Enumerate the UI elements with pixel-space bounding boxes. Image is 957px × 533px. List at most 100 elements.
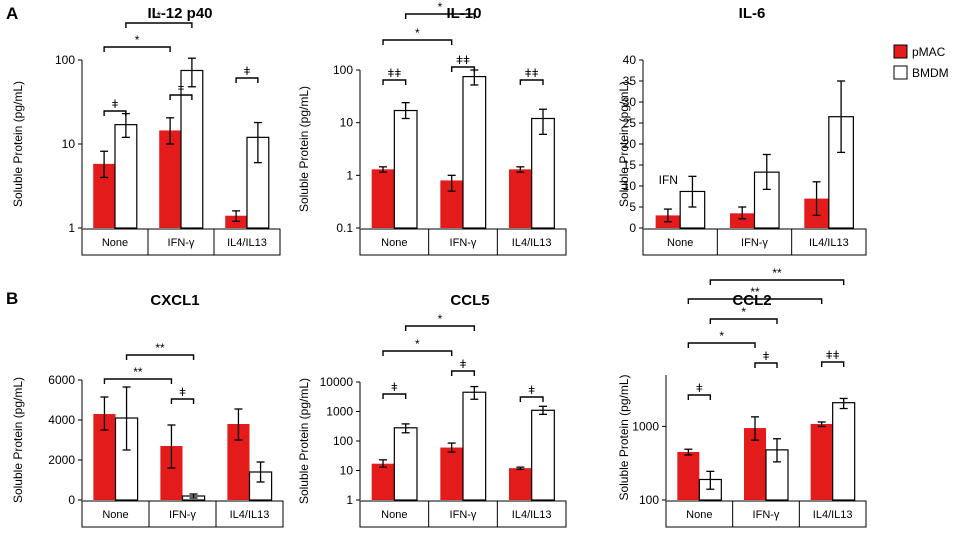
category-label: IL4/IL13	[512, 509, 552, 521]
category-label: None	[667, 237, 693, 249]
significance-bracket	[450, 66, 476, 72]
significance-label: ǂ	[762, 349, 769, 363]
significance-label: ǂ	[177, 81, 184, 95]
bar-pmac	[677, 451, 700, 500]
chart-annotation: IFN	[659, 173, 678, 187]
significance-label: *	[415, 26, 420, 40]
category-label: IFN-γ	[169, 509, 196, 521]
bar-bmdm	[393, 427, 418, 501]
significance-bracket	[125, 354, 195, 360]
significance-label: ǂǂ	[525, 66, 539, 80]
significance-label: ǂǂ	[456, 53, 470, 67]
significance-label: *	[438, 0, 443, 14]
y-tick-label: 6000	[48, 373, 75, 387]
bar-pmac	[93, 163, 115, 228]
panel-label-b: B	[6, 289, 18, 308]
y-tick-label: 10	[623, 179, 637, 193]
category-label: IFN-γ	[753, 509, 780, 521]
bar-bmdm	[462, 75, 487, 229]
significance-label: ǂ	[111, 97, 118, 111]
bar-pmac	[440, 180, 463, 228]
bar-pmac	[729, 213, 755, 228]
significance-bracket	[382, 39, 453, 45]
significance-bracket	[687, 394, 712, 400]
y-tick-label: 35	[623, 74, 637, 88]
panel-label-a: A	[6, 4, 18, 23]
significance-bracket	[125, 22, 193, 28]
y-axis-label: Soluble Protein (pg/mL)	[297, 378, 311, 504]
category-table	[359, 500, 567, 528]
significance-bracket	[709, 279, 845, 285]
category-label: IFN-γ	[741, 237, 768, 249]
bar-bmdm	[832, 402, 856, 501]
significance-label: **	[772, 266, 782, 280]
significance-bracket	[170, 398, 195, 404]
bar-pmac	[371, 463, 395, 500]
y-tick-label: 1	[346, 493, 353, 507]
category-label: IL4/IL13	[809, 237, 849, 249]
y-tick-label: 5	[629, 200, 636, 214]
significance-bracket	[382, 350, 453, 356]
y-tick-label: 10	[62, 137, 76, 151]
bar-pmac	[159, 130, 181, 228]
y-axis-label: Soluble Protein (pg/mL)	[617, 81, 631, 207]
y-tick-label: 100	[333, 63, 353, 77]
category-table	[81, 228, 281, 256]
category-label: None	[381, 509, 407, 521]
y-axis-label: Soluble Protein (pg/mL)	[297, 86, 311, 212]
significance-bracket	[169, 94, 193, 100]
y-tick-label: 100	[639, 493, 659, 507]
legend-swatch-pmac	[893, 44, 908, 59]
category-label: IL4/IL13	[227, 237, 267, 249]
chart-il-6: IL-6 Soluble Protein (pg/mL) 0 5 10 15 20 25 30 3…	[617, 5, 867, 256]
bar-bmdm	[462, 391, 487, 501]
significance-bracket	[103, 378, 173, 384]
bar-pmac	[509, 169, 532, 228]
bar-pmac	[440, 447, 463, 500]
chart-ccl2: CCL2 Soluble Protein (pg/mL) 100 1000 None IF…	[617, 266, 867, 528]
y-tick-label: 1000	[632, 419, 659, 433]
significance-label: ǂǂ	[826, 348, 840, 362]
y-tick-label: 10	[340, 464, 354, 478]
significance-label: *	[719, 329, 724, 343]
chart-cxcl1: CXCL1 Soluble Protein (pg/mL) 0 2000 4000 600…	[11, 292, 284, 528]
significance-label: **	[133, 365, 143, 379]
category-table	[359, 228, 567, 256]
significance-bracket	[687, 342, 756, 348]
y-axis-label: Soluble Protein (pg/mL)	[11, 81, 25, 207]
significance-bracket	[450, 370, 476, 376]
significance-label: **	[155, 341, 165, 355]
bar-pmac	[227, 424, 250, 500]
significance-label: ǂ	[459, 357, 466, 371]
y-tick-label: 0	[629, 221, 636, 235]
significance-bracket	[382, 79, 407, 85]
y-tick-label: 40	[623, 53, 637, 67]
y-tick-label: 10000	[320, 375, 354, 389]
bar-bmdm	[114, 124, 138, 229]
significance-label: *	[157, 9, 162, 23]
category-label: IL4/IL13	[813, 509, 853, 521]
significance-label: ǂ	[528, 383, 535, 397]
category-label: IL4/IL13	[230, 509, 270, 521]
legend-label-bmdm: BMDM	[912, 66, 949, 80]
chart-title: CCL2	[732, 292, 771, 309]
chart-title: IL-12 p40	[147, 5, 212, 22]
significance-bracket	[404, 13, 476, 19]
category-label: IL4/IL13	[512, 237, 552, 249]
chart-title: CCL5	[450, 292, 489, 309]
significance-bracket	[382, 393, 407, 399]
legend: pMAC BMDM	[893, 44, 949, 80]
significance-bracket	[103, 110, 127, 116]
category-table	[81, 500, 284, 528]
significance-bracket	[404, 325, 476, 331]
significance-label: **	[750, 285, 760, 299]
y-tick-label: 15	[623, 158, 637, 172]
significance-bracket	[687, 298, 823, 304]
bar-pmac	[160, 446, 183, 500]
y-tick-label: 0	[68, 493, 75, 507]
significance-label: ǂ	[179, 385, 186, 399]
category-label: IFN-γ	[168, 237, 195, 249]
